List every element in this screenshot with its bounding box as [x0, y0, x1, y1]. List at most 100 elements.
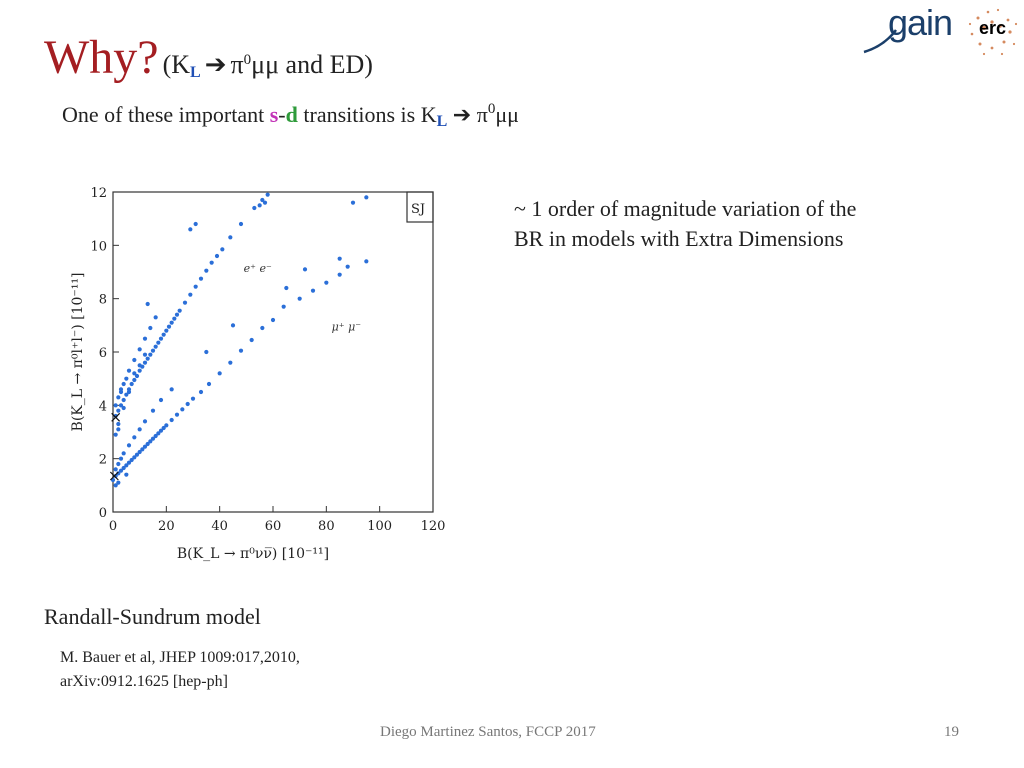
reference-line-2: arXiv:0912.1625 [hep-ph]	[60, 673, 228, 690]
legend-box-label: SJ	[411, 202, 425, 217]
data-point-ee	[116, 395, 121, 400]
data-point-ee	[172, 316, 177, 321]
y-tick-label: 4	[99, 399, 107, 414]
data-point-mumu	[164, 423, 169, 428]
data-point-ee	[164, 328, 169, 333]
data-point-ee	[169, 320, 174, 325]
data-point-ee	[116, 427, 121, 432]
note-line-1: ~ 1 order of magnitude variation of the	[514, 196, 857, 221]
data-point-mumu	[113, 483, 118, 488]
data-point-ee	[161, 332, 166, 337]
x-tick-label: 60	[265, 519, 282, 534]
data-point-ee	[148, 325, 153, 331]
data-point-ee	[129, 381, 134, 387]
data-point-ee	[142, 360, 148, 365]
data-point-mumu	[198, 389, 204, 395]
data-point-ee	[145, 356, 150, 361]
title-superscript: 0	[243, 52, 252, 68]
data-point-mumu	[150, 436, 156, 441]
data-point-mumu	[124, 463, 129, 468]
data-point-mumu	[126, 443, 132, 448]
erc-logo-text: erc	[979, 18, 1007, 38]
data-point-ee	[121, 405, 126, 411]
data-point-ee	[265, 192, 270, 197]
data-point-ee	[228, 235, 233, 240]
subtitle-subscript: L	[436, 113, 448, 130]
title-pi: π	[230, 50, 244, 79]
data-point-ee	[153, 344, 158, 349]
data-point-ee	[262, 200, 268, 205]
data-point-ee	[116, 421, 121, 427]
data-point-mumu	[137, 427, 142, 432]
y-tick-label: 2	[99, 453, 107, 468]
data-point-ee	[193, 284, 198, 289]
data-point-mumu	[129, 457, 134, 463]
data-point-mumu	[169, 417, 174, 423]
data-point-ee	[121, 381, 126, 387]
data-point-mumu	[153, 433, 158, 439]
data-point-mumu	[310, 288, 316, 293]
reference-line-1: M. Bauer et al, JHEP 1009:017,2010,	[60, 649, 300, 666]
data-point-mumu	[230, 323, 236, 328]
y-tick-label: 6	[99, 346, 107, 361]
data-point-mumu	[206, 381, 212, 387]
data-point-mumu	[297, 296, 302, 301]
data-point-ee	[113, 403, 118, 408]
data-point-mumu	[145, 441, 150, 447]
data-point-mumu	[238, 348, 244, 353]
data-point-mumu	[113, 467, 118, 472]
data-point-ee	[177, 308, 182, 313]
subtitle-dash: -	[278, 102, 286, 127]
data-point-mumu	[185, 401, 190, 407]
x-tick-label: 100	[367, 519, 392, 534]
page-number: 19	[944, 724, 959, 740]
footer-author: Diego Martinez Santos, FCCP 2017	[380, 724, 596, 740]
data-point-mumu	[134, 452, 140, 457]
logo-graphic	[863, 8, 1018, 56]
data-point-ee	[238, 221, 244, 227]
y-tick-label: 8	[99, 293, 107, 308]
data-point-ee	[124, 392, 129, 397]
subtitle-arrow: ➔	[452, 102, 472, 127]
data-point-mumu	[126, 460, 132, 465]
data-point-ee	[134, 373, 140, 379]
x-axis-label: B(K_L → π⁰νν̅) [10⁻¹¹]	[177, 546, 329, 562]
data-point-ee	[214, 253, 220, 259]
data-point-ee	[252, 205, 257, 211]
subtitle-s-quark: s	[269, 102, 279, 127]
data-point-ee	[137, 368, 142, 373]
data-point-mumu	[174, 412, 180, 417]
data-point-mumu	[249, 337, 254, 343]
data-point-ee	[113, 432, 118, 437]
title-paren-open: (K	[162, 50, 191, 79]
gain-logo-text: gain	[888, 2, 953, 43]
y-tick-label: 10	[90, 239, 107, 254]
subtitle-mid: transitions is K	[297, 102, 437, 127]
data-point-ee	[174, 312, 180, 317]
data-point-ee	[182, 300, 188, 305]
data-point-ee	[137, 363, 142, 368]
data-point-ee	[156, 340, 161, 345]
data-point-mumu	[204, 349, 209, 355]
plot-frame	[112, 191, 434, 513]
data-point-ee	[118, 387, 124, 392]
subtitle-d-quark: d	[285, 102, 298, 127]
x-tick-label: 80	[318, 519, 335, 534]
origin-cross-marker	[109, 471, 119, 481]
data-point-ee	[188, 227, 193, 232]
data-point-mumu	[121, 451, 126, 456]
data-point-mumu	[281, 304, 286, 309]
slide-title: Why? (KL ➔ π0μμ and ED)	[44, 30, 373, 85]
x-tick-label: 0	[109, 519, 117, 534]
ed-variation-note: ~ 1 order of magnitude variation of the …	[514, 194, 984, 254]
data-point-mumu	[116, 480, 121, 485]
data-point-mumu	[350, 200, 356, 205]
data-point-mumu	[142, 419, 148, 424]
data-point-ee	[260, 197, 265, 203]
data-point-mumu	[364, 259, 369, 264]
data-point-mumu	[148, 439, 153, 444]
data-point-mumu	[228, 360, 233, 365]
data-point-mumu	[158, 397, 164, 403]
data-point-mumu	[132, 455, 137, 460]
data-point-mumu	[124, 472, 129, 477]
